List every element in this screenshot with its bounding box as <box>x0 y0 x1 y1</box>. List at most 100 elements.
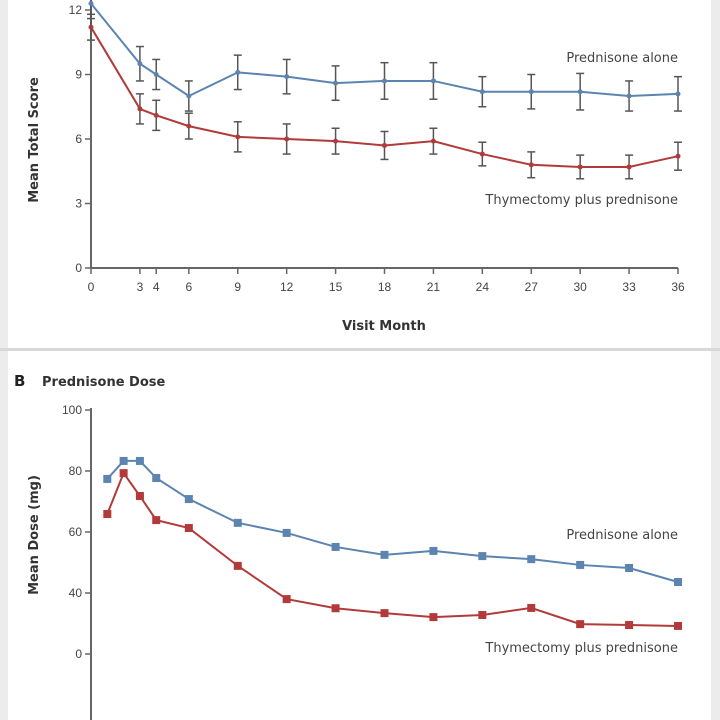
x-tick-label-a: 15 <box>329 280 343 294</box>
data-point-prednisone-alone-b <box>625 563 634 572</box>
y-axis-label-b: Mean Dose (mg) <box>27 475 42 595</box>
panel-divider <box>0 348 720 351</box>
y-tick-label-a: 0 <box>75 261 82 275</box>
data-point-thymectomy-a <box>626 164 632 170</box>
data-point-prednisone-alone-b <box>103 474 112 483</box>
data-point-thymectomy-b <box>233 561 242 570</box>
series-label-prednisone-alone-b: Prednisone alone <box>566 528 678 543</box>
y-tick-label-b: 80 <box>69 464 83 478</box>
data-point-thymectomy-a <box>186 123 192 129</box>
data-point-prednisone-alone-a <box>235 69 241 75</box>
series-label-thymectomy-a: Thymectomy plus prednisone <box>484 193 678 208</box>
data-point-prednisone-alone-a <box>675 91 681 97</box>
y-tick-label-b: 0 <box>75 647 82 661</box>
x-tick-label-a: 27 <box>525 280 539 294</box>
x-axis-label-a: Visit Month <box>342 319 426 334</box>
data-point-thymectomy-b <box>184 524 193 533</box>
x-tick-label-a: 0 <box>88 280 95 294</box>
data-point-thymectomy-a <box>88 24 94 30</box>
data-point-thymectomy-a <box>479 151 485 157</box>
x-tick-label-a: 24 <box>476 280 490 294</box>
data-point-thymectomy-a <box>284 136 290 142</box>
data-point-thymectomy-a <box>333 138 339 144</box>
data-point-prednisone-alone-a <box>626 93 632 99</box>
data-point-thymectomy-b <box>429 613 438 622</box>
y-axis-label-a: Mean Total Score <box>27 77 42 203</box>
data-point-prednisone-alone-a <box>382 78 387 84</box>
data-point-thymectomy-a <box>528 162 534 168</box>
x-tick-label-a: 6 <box>185 280 192 294</box>
data-point-prednisone-alone-b <box>429 546 438 555</box>
panel-letter-b: B <box>14 372 25 390</box>
data-point-thymectomy-a <box>577 164 583 170</box>
data-point-thymectomy-a <box>137 106 143 112</box>
y-tick-label-b: 60 <box>69 525 83 539</box>
data-point-prednisone-alone-a <box>333 80 339 86</box>
x-tick-label-a: 21 <box>427 280 441 294</box>
data-point-prednisone-alone-a <box>186 93 192 99</box>
data-point-prednisone-alone-a <box>479 89 485 95</box>
data-point-prednisone-alone-a <box>284 74 290 80</box>
data-point-prednisone-alone-a <box>430 78 436 84</box>
data-point-prednisone-alone-b <box>184 495 193 504</box>
x-tick-label-a: 12 <box>280 280 294 294</box>
data-point-prednisone-alone-a <box>528 89 534 95</box>
data-point-thymectomy-b <box>576 620 585 629</box>
y-tick-label-b: 40 <box>69 586 83 600</box>
data-point-prednisone-alone-b <box>478 552 487 561</box>
panel-title-b: Prednisone Dose <box>42 375 165 390</box>
data-point-thymectomy-a <box>235 134 241 140</box>
data-point-thymectomy-b <box>527 603 536 612</box>
data-point-prednisone-alone-b <box>119 456 128 465</box>
y-tick-label-b: 100 <box>62 403 82 417</box>
data-point-thymectomy-b <box>282 595 291 604</box>
data-point-thymectomy-b <box>478 610 487 619</box>
data-point-thymectomy-b <box>674 621 682 630</box>
left-frame <box>0 0 8 720</box>
data-point-thymectomy-b <box>625 621 634 630</box>
right-frame <box>711 0 720 720</box>
data-point-thymectomy-a <box>153 112 159 118</box>
x-tick-label-a: 33 <box>622 280 636 294</box>
data-point-prednisone-alone-a <box>137 61 143 67</box>
y-tick-label-a: 12 <box>69 3 83 17</box>
x-tick-label-a: 18 <box>378 280 392 294</box>
data-point-prednisone-alone-b <box>576 560 585 569</box>
data-point-thymectomy-a <box>675 153 681 159</box>
x-tick-label-a: 30 <box>573 280 587 294</box>
data-point-prednisone-alone-b <box>674 578 682 587</box>
data-point-thymectomy-b <box>380 609 389 618</box>
data-point-thymectomy-b <box>119 469 128 478</box>
data-point-prednisone-alone-a <box>153 72 159 77</box>
series-label-thymectomy-b: Thymectomy plus prednisone <box>484 641 678 656</box>
data-point-thymectomy-b <box>135 492 144 501</box>
x-tick-label-a: 36 <box>671 280 685 294</box>
data-point-prednisone-alone-b <box>331 542 340 551</box>
data-point-prednisone-alone-b <box>233 518 242 527</box>
data-point-prednisone-alone-b <box>152 474 161 483</box>
series-line-thymectomy-a <box>90 26 679 168</box>
series-label-prednisone-alone-a: Prednisone alone <box>566 51 678 66</box>
x-tick-label-a: 3 <box>137 280 144 294</box>
data-point-thymectomy-a <box>382 142 387 148</box>
y-tick-label-a: 6 <box>75 132 82 146</box>
data-point-prednisone-alone-a <box>88 1 94 7</box>
panel-b: B Prednisone Dose Mean Dose (mg) Prednis… <box>14 372 682 720</box>
data-point-prednisone-alone-b <box>380 550 389 559</box>
data-point-thymectomy-b <box>152 516 161 525</box>
data-point-prednisone-alone-a <box>577 89 583 95</box>
y-tick-label-a: 9 <box>75 68 82 82</box>
x-tick-label-a: 4 <box>153 280 160 294</box>
series-line-prednisone-alone-a <box>90 2 679 98</box>
y-tick-label-a: 3 <box>75 197 82 211</box>
data-point-prednisone-alone-b <box>282 528 291 537</box>
data-point-thymectomy-a <box>430 138 436 144</box>
data-point-prednisone-alone-b <box>135 456 144 465</box>
data-point-thymectomy-b <box>103 510 112 519</box>
x-tick-label-a: 9 <box>234 280 241 294</box>
data-point-thymectomy-b <box>331 604 340 613</box>
panel-a: Mean Total Score Visit Month Prednisone … <box>27 0 685 334</box>
data-point-prednisone-alone-b <box>527 555 536 564</box>
